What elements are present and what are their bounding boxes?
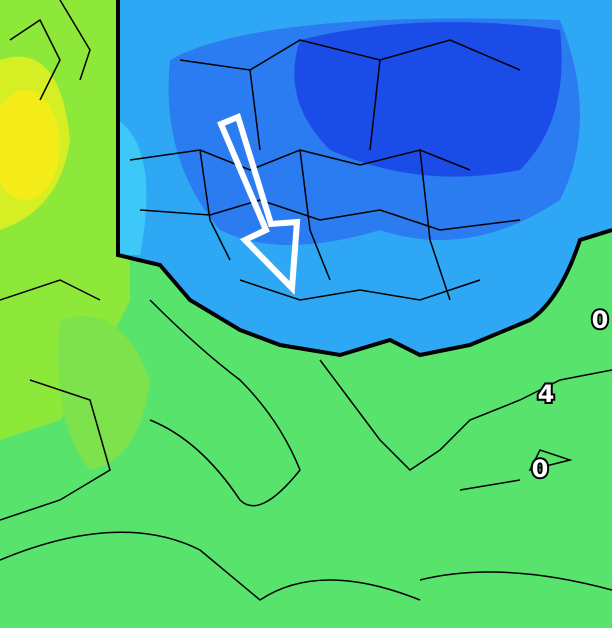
cold-core — [294, 22, 562, 177]
arrow — [217, 112, 301, 295]
contour-label: 0 — [592, 306, 609, 334]
contour-label: 4 — [538, 380, 555, 408]
zero-isotherm — [116, 0, 612, 358]
country-borders — [0, 0, 612, 601]
contour-label: 0 — [532, 455, 549, 483]
green-field — [58, 316, 150, 470]
warm-core — [0, 90, 60, 200]
cold-edge — [118, 120, 147, 255]
